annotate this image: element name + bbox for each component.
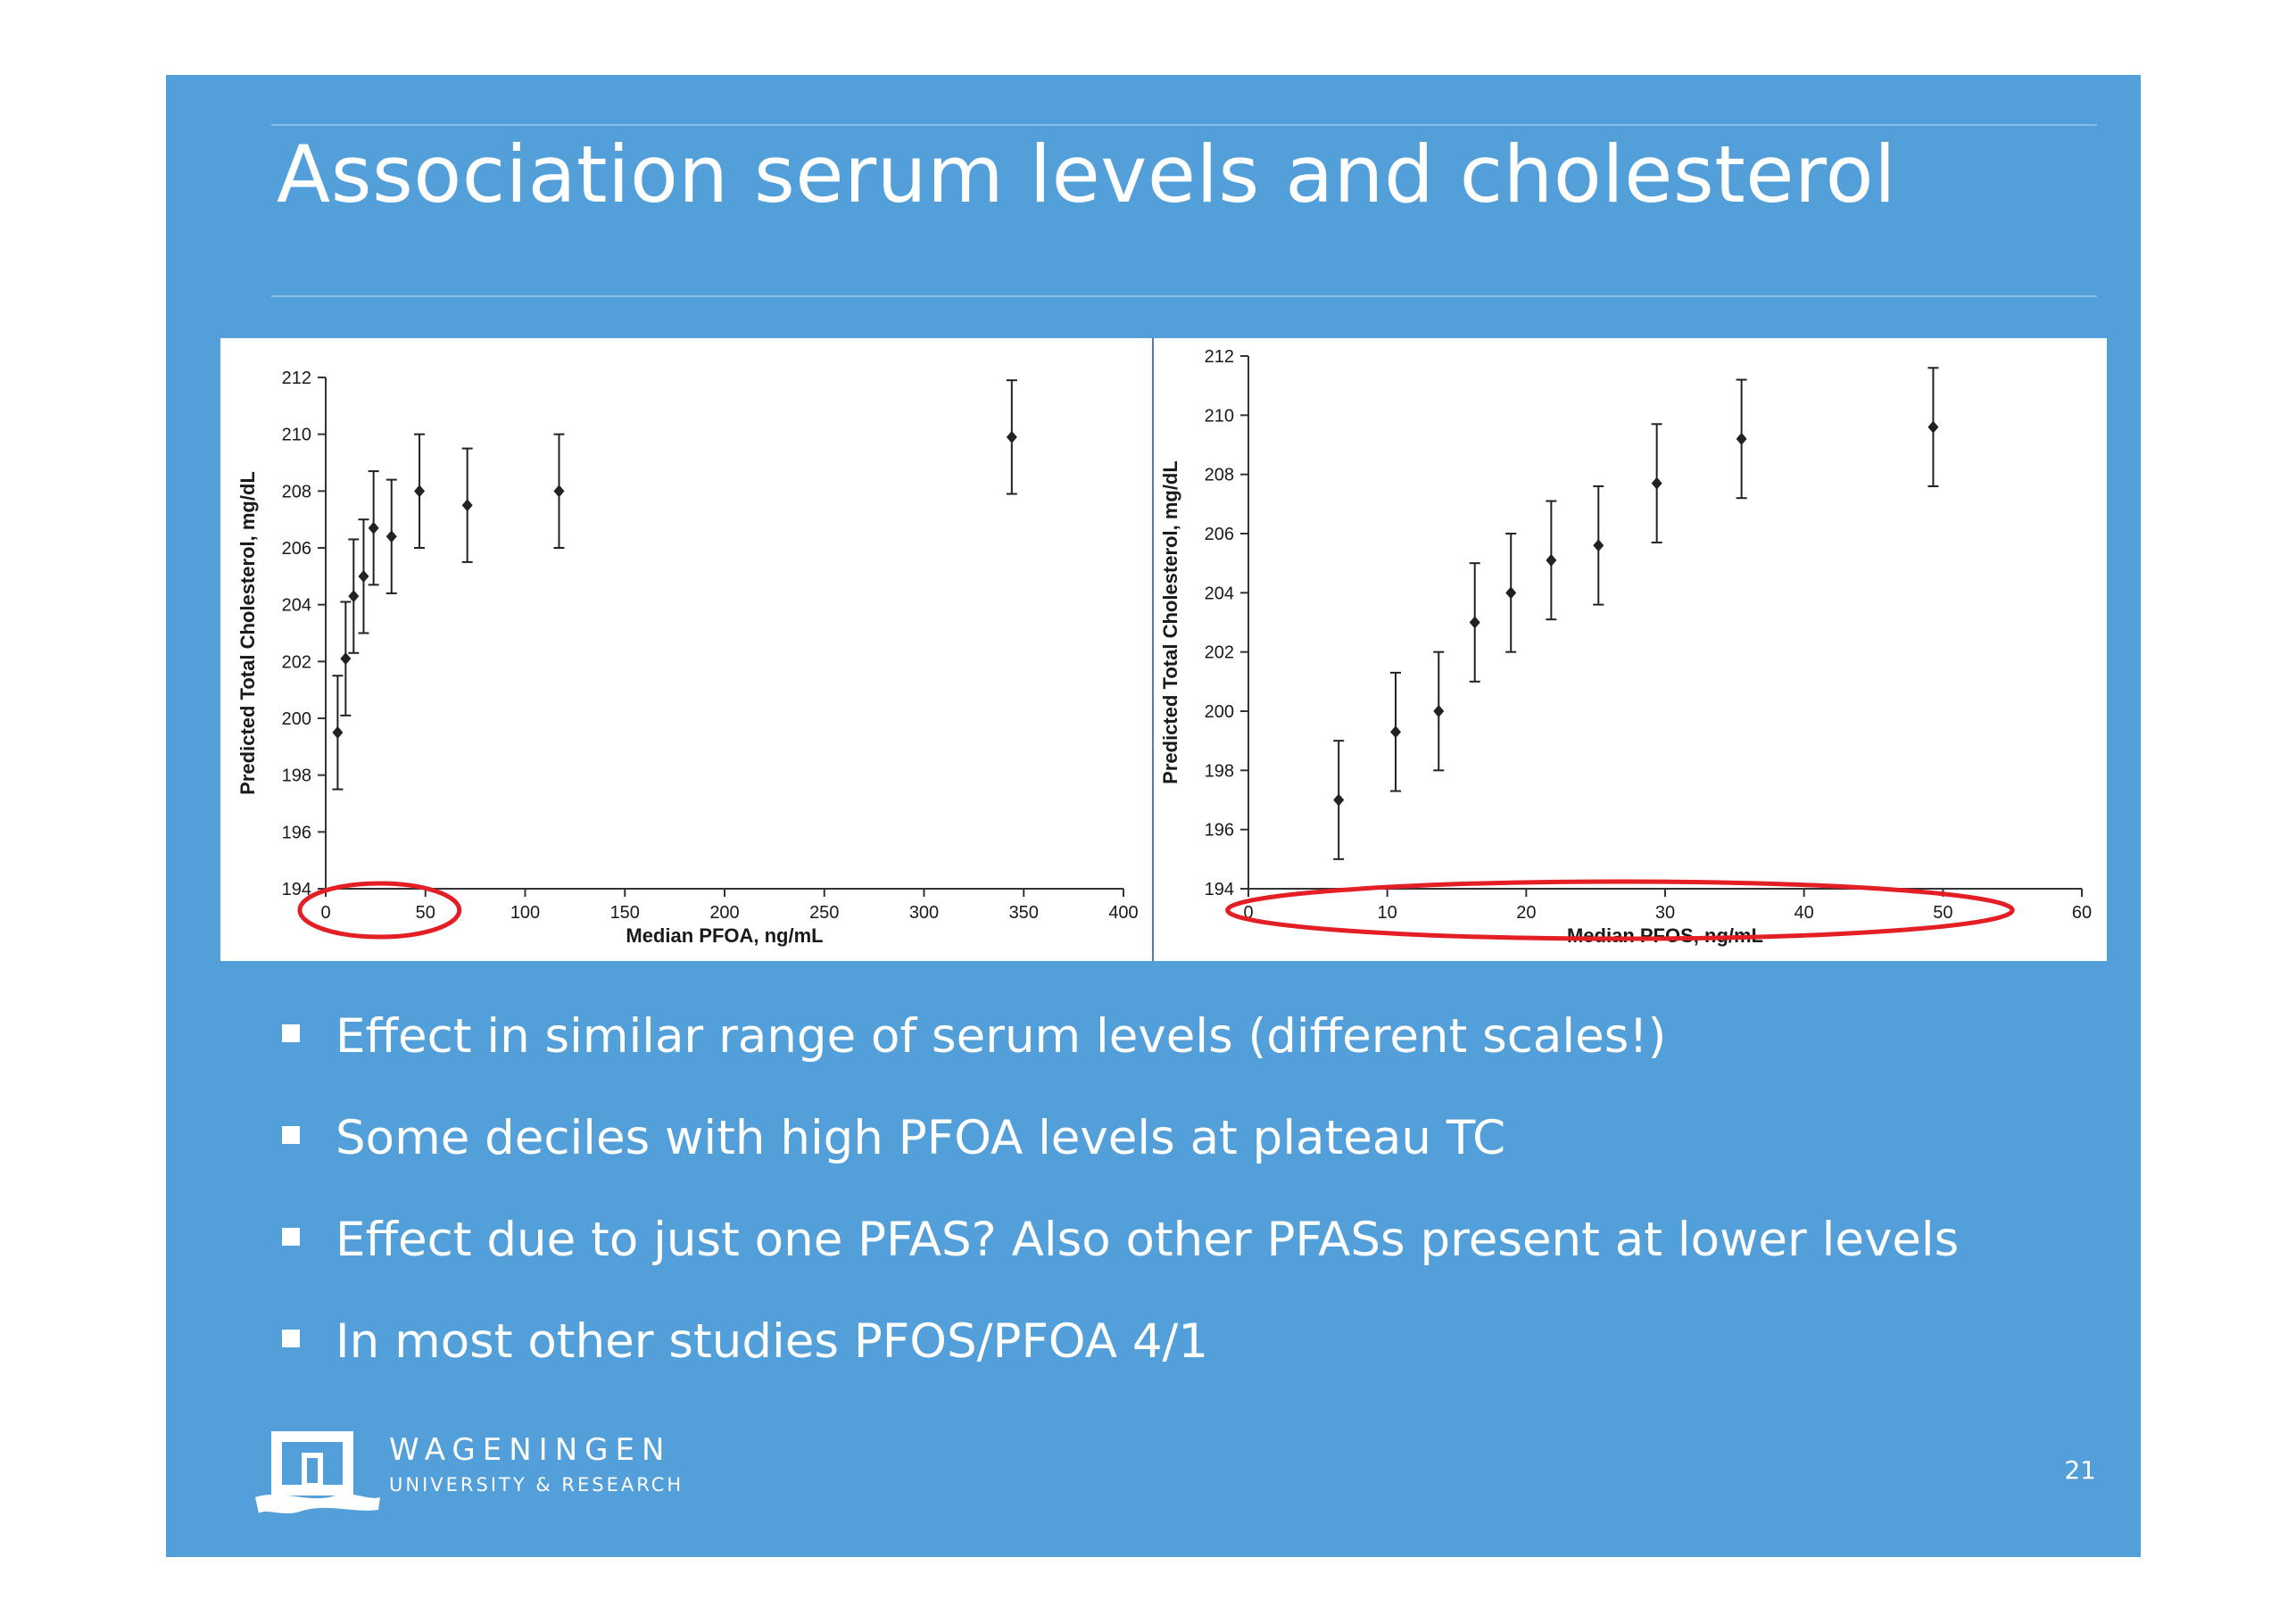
bullet-text: Effect in similar range of serum levels … xyxy=(336,1009,1667,1064)
data-point xyxy=(1593,539,1604,552)
y-tick-label: 198 xyxy=(282,766,311,786)
y-tick-label: 210 xyxy=(1205,406,1234,426)
y-tick-label: 194 xyxy=(282,880,311,899)
wageningen-logo-icon xyxy=(255,1431,380,1513)
data-point xyxy=(358,569,369,583)
y-tick-label: 196 xyxy=(282,823,311,842)
bullet-list: Effect in similar range of serum levels … xyxy=(282,1007,1959,1414)
y-tick-label: 208 xyxy=(1205,466,1234,485)
data-point xyxy=(1333,793,1345,807)
y-tick-label: 204 xyxy=(1205,584,1234,603)
data-point xyxy=(1469,616,1480,629)
logo-subtitle: UNIVERSITY & RESEARCH xyxy=(389,1474,684,1496)
x-tick-label: 150 xyxy=(610,903,640,923)
title-top-rule xyxy=(271,124,2097,126)
data-point xyxy=(1927,420,1939,434)
x-tick-label: 200 xyxy=(709,903,739,923)
bullet-square-icon xyxy=(282,1330,300,1347)
y-tick-label: 202 xyxy=(282,652,311,672)
x-tick-label: 350 xyxy=(1009,903,1039,923)
y-tick-label: 196 xyxy=(1205,821,1234,841)
x-tick-label: 10 xyxy=(1378,903,1397,923)
x-tick-label: 20 xyxy=(1516,903,1536,923)
y-tick-label: 208 xyxy=(282,482,311,501)
y-tick-label: 206 xyxy=(1205,525,1234,544)
bullet-item: Some deciles with high PFOA levels at pl… xyxy=(282,1109,1959,1211)
logo-name: WAGENINGEN xyxy=(389,1432,672,1468)
data-point xyxy=(368,521,379,534)
x-tick-label: 30 xyxy=(1655,903,1675,923)
data-point xyxy=(348,590,360,603)
bullet-item: In most other studies PFOS/PFOA 4/1 xyxy=(282,1313,1959,1414)
y-tick-label: 200 xyxy=(1205,702,1234,722)
data-point xyxy=(1390,725,1402,739)
x-tick-label: 0 xyxy=(320,903,330,923)
title-bottom-rule xyxy=(271,295,2097,297)
x-tick-label: 0 xyxy=(1243,903,1253,923)
data-point xyxy=(340,652,352,666)
x-tick-label: 40 xyxy=(1795,903,1814,923)
x-axis-title: Median PFOA, ng/mL xyxy=(626,924,823,947)
data-point xyxy=(1651,476,1662,490)
data-point xyxy=(1505,586,1517,600)
slide: Association serum levels and cholesterol… xyxy=(166,75,2141,1557)
page-number: 21 xyxy=(2064,1455,2096,1485)
y-axis-title: Predicted Total Cholesterol, mg/dL xyxy=(236,471,259,795)
y-tick-label: 210 xyxy=(282,426,311,445)
bullet-text: Some deciles with high PFOA levels at pl… xyxy=(336,1111,1506,1165)
x-tick-label: 50 xyxy=(416,903,435,923)
data-point xyxy=(553,485,565,498)
x-tick-label: 50 xyxy=(1933,903,1952,923)
x-tick-label: 60 xyxy=(2072,903,2092,923)
slide-title: Association serum levels and cholesterol xyxy=(277,128,1896,220)
data-point xyxy=(1006,430,1017,443)
data-point xyxy=(332,725,344,739)
y-tick-label: 194 xyxy=(1205,880,1234,899)
y-tick-label: 202 xyxy=(1205,643,1234,663)
data-point xyxy=(461,499,473,512)
x-tick-label: 100 xyxy=(510,903,540,923)
y-tick-label: 200 xyxy=(282,709,311,729)
highlight-ellipse xyxy=(297,881,462,940)
bullet-square-icon xyxy=(282,1228,300,1246)
y-tick-label: 206 xyxy=(282,539,311,559)
x-tick-label: 300 xyxy=(909,903,939,923)
x-tick-label: 400 xyxy=(1108,903,1138,923)
y-tick-label: 212 xyxy=(282,369,311,388)
data-point xyxy=(1736,432,1747,445)
bullet-square-icon xyxy=(282,1024,300,1042)
bullet-item: Effect due to just one PFAS? Also other … xyxy=(282,1211,1959,1313)
y-tick-label: 212 xyxy=(1205,347,1234,367)
y-axis-title: Predicted Total Cholesterol, mg/dL xyxy=(1159,460,1181,784)
bullet-text: Effect due to just one PFAS? Also other … xyxy=(336,1213,1960,1267)
x-tick-label: 250 xyxy=(809,903,839,923)
bullet-square-icon xyxy=(282,1126,300,1144)
highlight-ellipse xyxy=(1225,879,2015,941)
charts-panel: 194 196 198 200 202 204 206 208 210 212 0 50 100 150 2… xyxy=(220,338,2107,961)
data-point xyxy=(1433,705,1445,717)
data-point xyxy=(1546,553,1557,567)
bullet-text: In most other studies PFOS/PFOA 4/1 xyxy=(336,1314,1209,1369)
data-point xyxy=(385,530,397,543)
data-point xyxy=(414,485,426,498)
y-tick-label: 198 xyxy=(1205,761,1234,781)
bullet-item: Effect in similar range of serum levels … xyxy=(282,1007,1959,1109)
y-tick-label: 204 xyxy=(282,596,311,616)
